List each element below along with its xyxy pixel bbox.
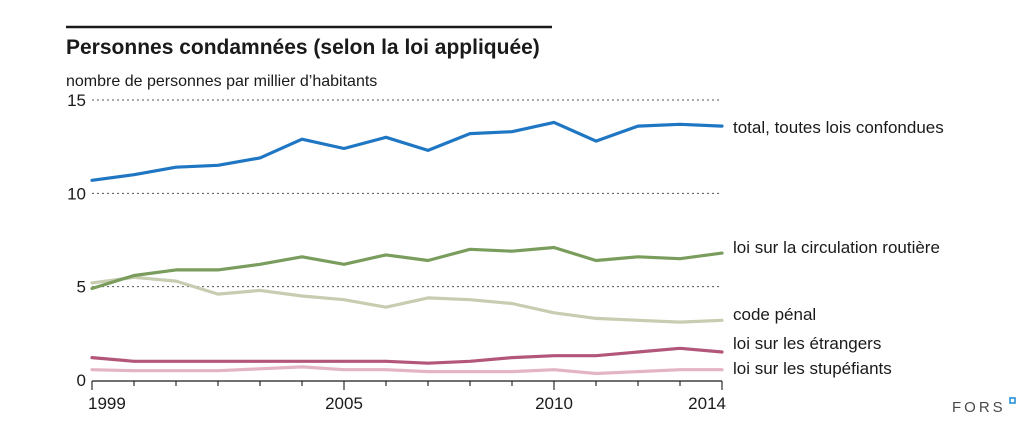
x-tick-label-2005: 2005 xyxy=(325,394,363,413)
y-tick-label-15: 15 xyxy=(67,91,86,110)
series-label-3: code pénal xyxy=(733,305,816,324)
x-tick-label-2010: 2010 xyxy=(535,394,573,413)
brand-mark xyxy=(1009,397,1016,404)
series-label-1: total, toutes lois confondues xyxy=(733,118,944,137)
x-axis: 1999 2005 2010 2014 xyxy=(88,380,726,413)
y-tick-label-5: 5 xyxy=(77,278,86,297)
brand-text: FORS xyxy=(952,399,1006,416)
series-line-2 xyxy=(90,245,724,291)
y-tick-label-10: 10 xyxy=(67,184,86,203)
series-lines xyxy=(90,120,724,376)
brand-logo: FORS xyxy=(952,397,1016,416)
x-tick-label-2014: 2014 xyxy=(688,394,726,413)
series-line-5 xyxy=(90,365,724,376)
series-line-4 xyxy=(90,346,724,365)
y-axis-label: nombre de personnes par millier d’habita… xyxy=(66,73,377,90)
series-label-2: loi sur la circulation routière xyxy=(733,238,940,257)
series-label-5: loi sur les stupéfiants xyxy=(733,359,892,378)
x-tick-label-1999: 1999 xyxy=(88,394,126,413)
series-labels: total, toutes lois confondues loi sur la … xyxy=(733,118,944,378)
series-line-3 xyxy=(90,275,724,324)
series-line-1 xyxy=(90,120,724,182)
y-tick-labels: 0 5 10 15 xyxy=(67,91,86,390)
series-label-4: loi sur les étrangers xyxy=(733,334,881,353)
y-tick-label-0: 0 xyxy=(77,371,86,390)
chart-title: Personnes condamnées (selon la loi appli… xyxy=(66,36,540,59)
